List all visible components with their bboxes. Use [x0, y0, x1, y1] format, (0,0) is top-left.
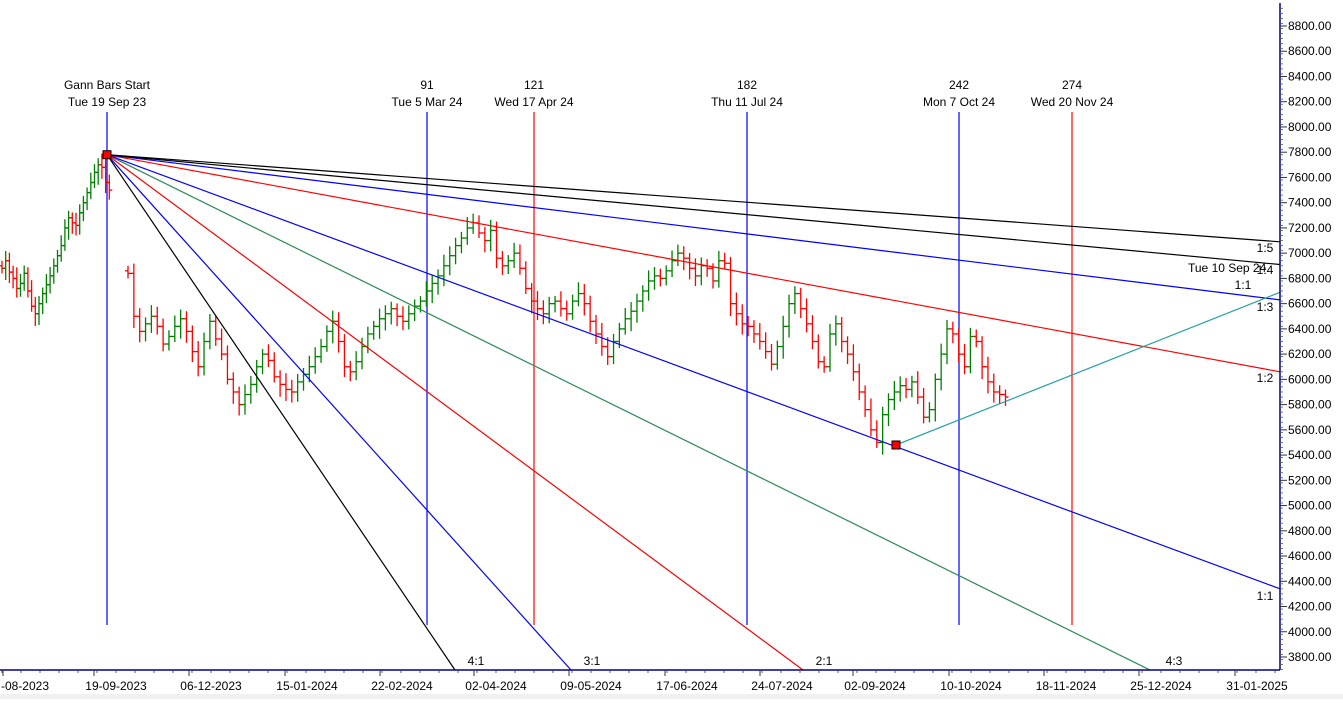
x-tick-label: 15-01-2024	[276, 679, 338, 693]
fan-line-1-5	[106, 154, 1281, 243]
fan-line-4-3	[106, 154, 1151, 671]
y-tick-label: 5600.00	[1288, 423, 1332, 437]
y-tick-label: 8200.00	[1288, 95, 1332, 109]
y-tick-label: 8600.00	[1288, 44, 1332, 58]
time-marker-count: 121	[524, 78, 544, 92]
fan-ratio-label: 4:3	[1166, 654, 1183, 668]
time-marker-date: Wed 20 Nov 24	[1031, 95, 1114, 109]
fan-ratio-label: 1:5	[1257, 241, 1274, 255]
x-tick-label: 10-10-2024	[940, 679, 1002, 693]
x-tick-label: 02-09-2024	[844, 679, 906, 693]
time-marker-date: Tue 19 Sep 23	[68, 95, 147, 109]
fan-line-1-3	[106, 154, 1281, 301]
fan-line-1-4	[106, 154, 1281, 266]
pivot-markers[interactable]	[102, 150, 901, 450]
time-marker-count: 182	[737, 78, 757, 92]
fan-line-1-2	[106, 154, 1281, 373]
time-marker-count: Gann Bars Start	[64, 78, 151, 92]
y-tick-label: 4800.00	[1288, 524, 1332, 538]
x-tick-label: 31-01-2025	[1226, 679, 1288, 693]
x-tick-label: 18-11-2024	[1036, 679, 1097, 693]
pivot-low-marker[interactable]	[891, 440, 901, 450]
fan-line-2-1	[106, 154, 804, 671]
time-marker-count: 242	[949, 78, 969, 92]
fan-ratio-label: 1:1	[1257, 589, 1274, 603]
fan-ratio-label: 1:4	[1257, 263, 1274, 277]
y-tick-label: 7800.00	[1288, 145, 1332, 159]
fan-ratio-label: 1:2	[1257, 371, 1274, 385]
time-markers: Gann Bars Start Tue 19 Sep 23 91 Tue 5 Mar …	[64, 78, 1114, 625]
y-axis[interactable]: 8800.00 8600.00 8400.00 8200.00 8000.00 7800.…	[1279, 3, 1332, 671]
y-tick-label: 7400.00	[1288, 196, 1332, 210]
y-tick-label: 6600.00	[1288, 297, 1332, 311]
y-tick-label: 8400.00	[1288, 69, 1332, 83]
secondary-fan-line	[895, 291, 1281, 446]
fan-ratio-label: 4:1	[468, 654, 485, 668]
x-tick-label: 02-04-2024	[465, 679, 527, 693]
secondary-fan-ratio-label: 1:1	[1235, 278, 1252, 292]
x-tick-label: 09-05-2024	[560, 679, 622, 693]
y-tick-label: 6000.00	[1288, 372, 1332, 386]
y-tick-label: 6200.00	[1288, 347, 1332, 361]
time-marker-count: 91	[420, 78, 434, 92]
x-axis[interactable]: -08-2023 19-09-2023 06-12-2023 15-01-2024 22…	[0, 669, 1288, 693]
time-marker-count: 274	[1062, 78, 1082, 92]
y-tick-label: 8800.00	[1288, 19, 1332, 33]
y-tick-label: 6800.00	[1288, 271, 1332, 285]
time-marker-date: Tue 5 Mar 24	[392, 95, 463, 109]
fan-line-3-1	[106, 154, 572, 671]
y-tick-label: 5800.00	[1288, 398, 1332, 412]
status-strip	[0, 694, 1343, 699]
x-tick-label: 17-06-2024	[656, 679, 718, 693]
x-tick-label: 19-09-2023	[85, 679, 147, 693]
y-tick-label: 7600.00	[1288, 170, 1332, 184]
fan-ratio-label: 2:1	[816, 654, 833, 668]
fan-line-1-1	[106, 154, 1281, 590]
y-tick-label: 5200.00	[1288, 473, 1332, 487]
y-tick-label: 6400.00	[1288, 322, 1332, 336]
x-tick-label: 24-07-2024	[751, 679, 813, 693]
y-tick-label: 7000.00	[1288, 246, 1332, 260]
pivot-high-marker[interactable]	[102, 150, 112, 160]
y-tick-label: 8000.00	[1288, 120, 1332, 134]
gann-fan-lines: 4:1 3:1 2:1 4:3 1:1 1:2 1:3 1:4 1:5 Tue 10 Sep 24…	[106, 154, 1281, 671]
fan-ratio-label: 3:1	[584, 654, 601, 668]
time-marker-date: Mon 7 Oct 24	[923, 95, 995, 109]
x-tick-label: 25-12-2024	[1130, 679, 1192, 693]
time-marker-date: Thu 11 Jul 24	[711, 95, 783, 109]
price-bars	[0, 153, 1009, 455]
y-tick-label: 4600.00	[1288, 549, 1332, 563]
fan-ratio-label: 1:3	[1257, 300, 1274, 314]
y-tick-label: 4000.00	[1288, 625, 1332, 639]
y-tick-label: 5000.00	[1288, 499, 1332, 513]
x-tick-label: 06-12-2023	[180, 679, 242, 693]
x-tick-label: 22-02-2024	[371, 679, 433, 693]
time-marker-date: Wed 17 Apr 24	[494, 95, 573, 109]
fan-line-4-1	[106, 154, 456, 671]
y-tick-label: 4400.00	[1288, 574, 1332, 588]
y-tick-label: 4200.00	[1288, 600, 1332, 614]
y-tick-label: 7200.00	[1288, 221, 1332, 235]
x-tick-label: -08-2023	[1, 679, 49, 693]
secondary-fan-date-label: Tue 10 Sep 24	[1188, 261, 1267, 275]
y-tick-label: 5400.00	[1288, 448, 1332, 462]
y-tick-label: 3800.00	[1288, 650, 1332, 664]
